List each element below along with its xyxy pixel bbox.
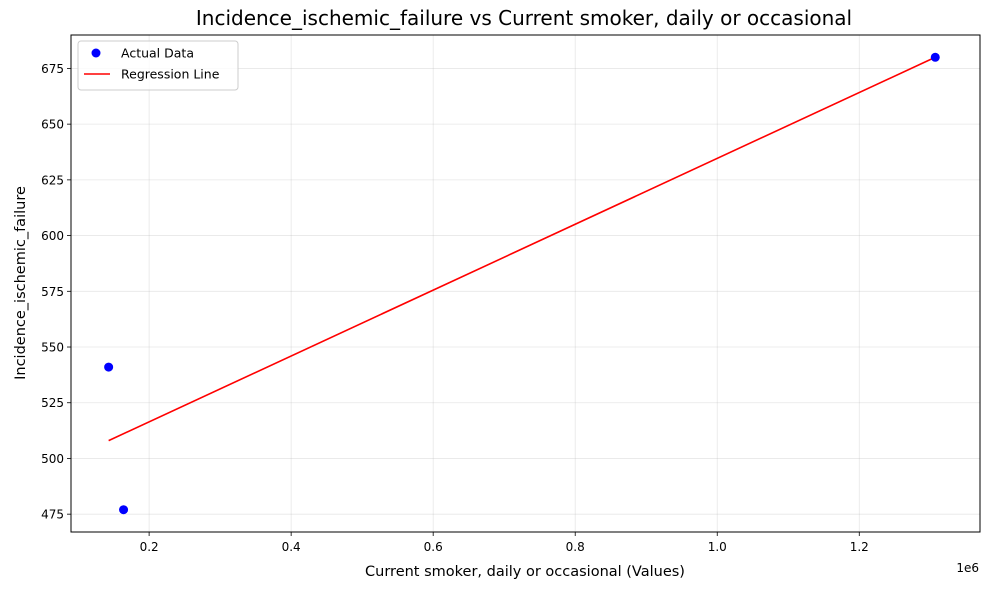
- x-tick-label: 0.2: [140, 540, 159, 554]
- y-tick-label: 650: [41, 118, 64, 132]
- data-point: [930, 52, 940, 62]
- y-tick-label: 575: [41, 285, 64, 299]
- plot-frame: [70, 34, 981, 533]
- chart-title: Incidence_ischemic_failure vs Current sm…: [196, 6, 852, 30]
- data-point: [119, 505, 129, 515]
- legend-label-regression-line: Regression Line: [121, 67, 220, 82]
- x-tick-label: 1.0: [708, 540, 727, 554]
- x-tick-label: 0.6: [424, 540, 443, 554]
- y-axis-label: Incidence_ischemic_failure: [13, 186, 29, 380]
- y-tick-label: 600: [41, 229, 64, 243]
- x-tick-label: 1.2: [850, 540, 869, 554]
- x-tick-label: 0.4: [282, 540, 301, 554]
- legend-marker-actual-data: [91, 48, 101, 58]
- x-axis-ticks: 0.2 0.4 0.6 0.8 1.0 1.2: [140, 532, 869, 554]
- plot-series: [104, 52, 940, 515]
- x-axis-label: Current smoker, daily or occasional (Val…: [365, 564, 685, 580]
- grid: [71, 35, 980, 532]
- x-axis-offset-label: 1e6: [956, 561, 979, 575]
- x-tick-label: 0.8: [566, 540, 585, 554]
- y-tick-label: 500: [41, 452, 64, 466]
- y-tick-label: 625: [41, 173, 64, 187]
- data-point: [104, 362, 114, 372]
- y-tick-label: 525: [41, 396, 64, 410]
- legend-label-actual-data: Actual Data: [121, 46, 194, 61]
- y-tick-label: 675: [41, 62, 64, 76]
- regression-line: [108, 56, 936, 442]
- legend: Actual Data Regression Line: [77, 40, 239, 91]
- y-axis-ticks: 475 500 525 550 575 600 625 650 675: [41, 62, 71, 522]
- legend-box: [77, 40, 239, 91]
- y-tick-label: 550: [41, 341, 64, 355]
- y-tick-label: 475: [41, 508, 64, 522]
